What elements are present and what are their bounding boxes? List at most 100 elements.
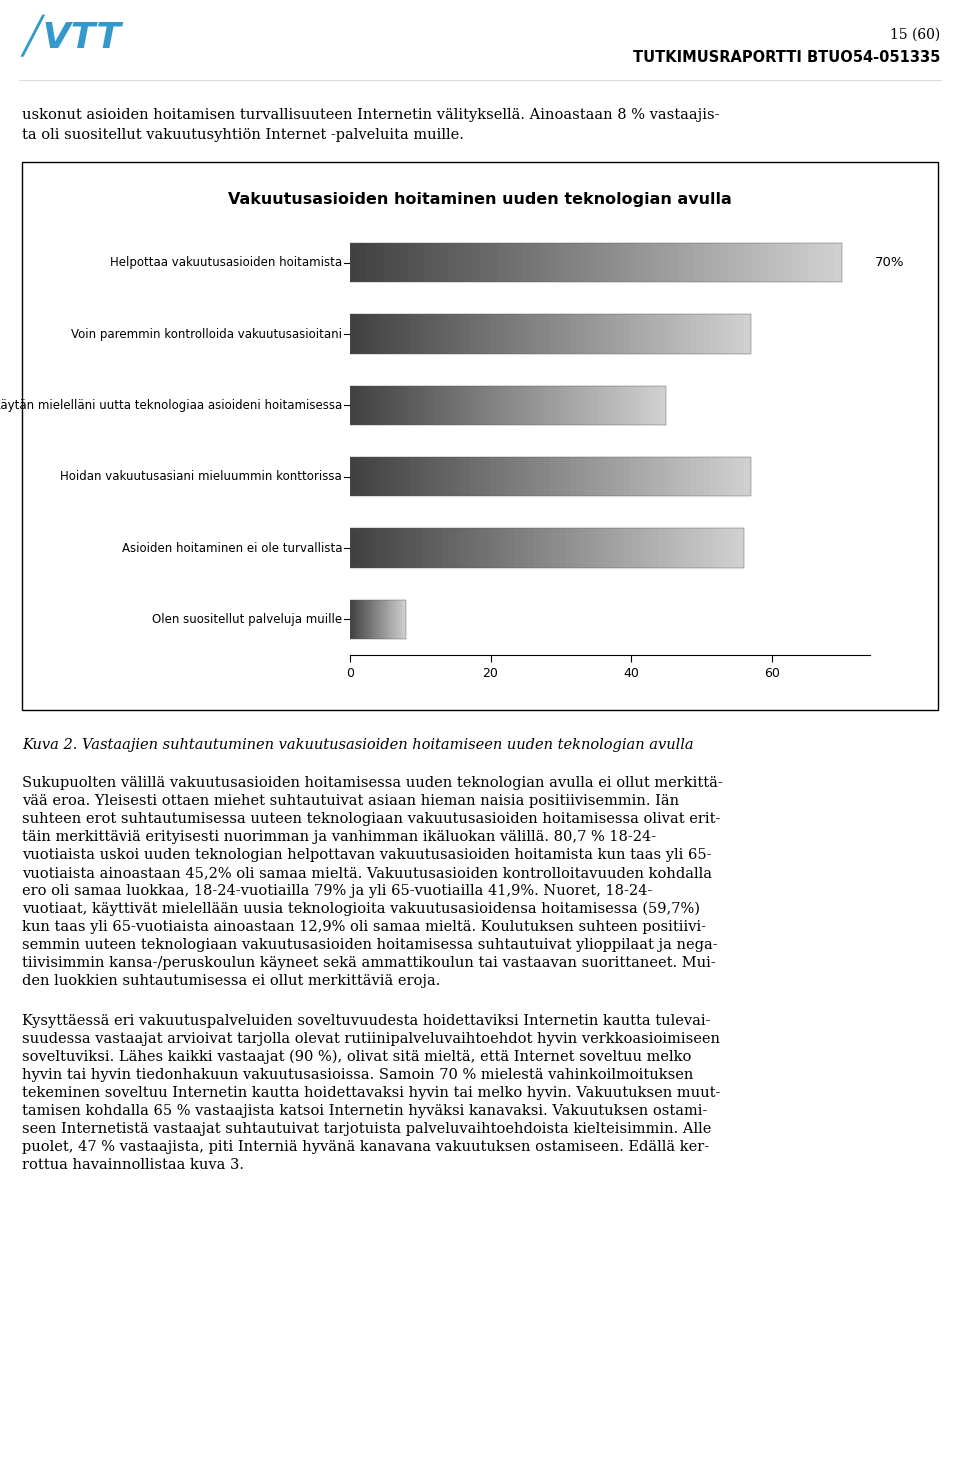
Bar (494, 528, 501, 567)
Bar (350, 243, 842, 283)
Bar (635, 386, 640, 425)
Bar (416, 528, 422, 567)
Bar (410, 457, 417, 497)
Bar (609, 386, 613, 425)
Text: 70%: 70% (875, 256, 904, 270)
Bar (665, 528, 671, 567)
Bar (423, 386, 429, 425)
Bar (523, 457, 530, 497)
Bar (588, 243, 596, 283)
Bar (564, 314, 570, 354)
Bar (724, 457, 731, 497)
Bar (571, 243, 580, 283)
Bar (374, 243, 383, 283)
Bar (543, 457, 550, 497)
Bar (603, 386, 609, 425)
Bar (640, 386, 645, 425)
Bar (670, 314, 677, 354)
Bar (550, 457, 557, 497)
Bar (407, 243, 416, 283)
Bar (448, 243, 457, 283)
Bar (437, 314, 444, 354)
Bar (363, 528, 370, 567)
Bar (570, 314, 577, 354)
Bar (657, 314, 663, 354)
Text: Sukupuolten välillä vakuutusasioiden hoitamisessa uuden teknologian avulla ei ol: Sukupuolten välillä vakuutusasioiden hoi… (22, 775, 723, 790)
Bar (396, 528, 402, 567)
Bar (363, 457, 370, 497)
Bar (597, 314, 604, 354)
Bar (464, 457, 470, 497)
Bar (508, 386, 514, 425)
Bar (383, 528, 390, 567)
Bar (637, 314, 644, 354)
Bar (724, 528, 731, 567)
Bar (383, 243, 391, 283)
Bar (573, 528, 580, 567)
Bar (529, 386, 535, 425)
Bar (470, 314, 477, 354)
Bar (442, 528, 448, 567)
Bar (390, 314, 396, 354)
Bar (408, 386, 413, 425)
Bar (560, 528, 566, 567)
Text: vuotiaat, käyttivät mielellään uusia teknologioita vakuutusasioidensa hoitamises: vuotiaat, käyttivät mielellään uusia tek… (22, 902, 700, 917)
Bar (624, 457, 631, 497)
Bar (743, 243, 752, 283)
Bar (590, 314, 597, 354)
Bar (678, 528, 684, 567)
Bar (376, 457, 383, 497)
Bar (704, 457, 710, 497)
Bar (413, 386, 419, 425)
Bar (390, 528, 396, 567)
Bar (402, 528, 409, 567)
Bar (654, 243, 661, 283)
Bar (588, 386, 592, 425)
Bar (423, 243, 432, 283)
Text: tamisen kohdalla 65 % vastaajista katsoi Internetin hyväksi kanavaksi. Vakuutuks: tamisen kohdalla 65 % vastaajista katsoi… (22, 1104, 708, 1117)
Bar (598, 386, 603, 425)
Bar (577, 386, 582, 425)
Bar (656, 386, 660, 425)
Text: Kysyttäessä eri vakuutuspalveluiden soveltuvuudesta hoidettaviksi Internetin kau: Kysyttäessä eri vakuutuspalveluiden sove… (22, 1014, 710, 1027)
Bar (391, 243, 399, 283)
Bar (403, 314, 410, 354)
Bar (717, 314, 724, 354)
Bar (450, 314, 457, 354)
Bar (677, 457, 684, 497)
Bar (710, 528, 717, 567)
Bar (677, 314, 684, 354)
Bar (376, 528, 383, 567)
Bar (455, 528, 462, 567)
Bar (660, 386, 666, 425)
Bar (659, 528, 665, 567)
Bar (545, 386, 550, 425)
Bar (592, 386, 598, 425)
Bar (737, 314, 744, 354)
Bar (550, 386, 556, 425)
Text: ╱VTT: ╱VTT (22, 15, 122, 57)
Bar (487, 386, 492, 425)
Bar (514, 528, 520, 567)
Bar (587, 528, 592, 567)
Bar (437, 457, 444, 497)
Bar (508, 528, 514, 567)
Bar (432, 243, 441, 283)
Bar (481, 528, 488, 567)
Bar (710, 457, 717, 497)
Bar (547, 528, 553, 567)
Text: Voin paremmin kontrolloida vakuutusasioitani: Voin paremmin kontrolloida vakuutusasioi… (71, 327, 342, 340)
Bar (670, 457, 677, 497)
Bar (777, 243, 784, 283)
Bar (358, 243, 367, 283)
Bar (555, 243, 564, 283)
Bar (514, 386, 518, 425)
Text: vuotiaista ainoastaan 45,2% oli samaa mieltä. Vakuutusasioiden kontrolloitavuude: vuotiaista ainoastaan 45,2% oli samaa mi… (22, 867, 712, 880)
Bar (735, 243, 743, 283)
Bar (516, 457, 523, 497)
Bar (691, 528, 698, 567)
Bar (530, 243, 539, 283)
Bar (510, 314, 516, 354)
Bar (630, 386, 635, 425)
Text: Vakuutusasioiden hoitaminen uuden teknologian avulla: Vakuutusasioiden hoitaminen uuden teknol… (228, 192, 732, 206)
